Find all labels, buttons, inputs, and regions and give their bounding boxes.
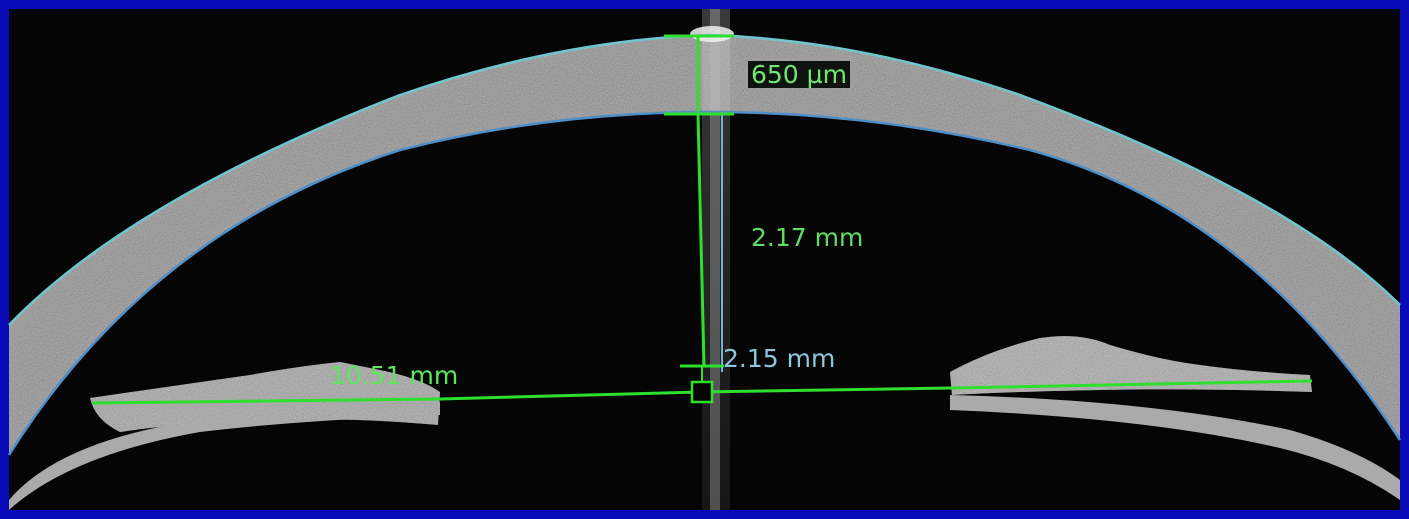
angle-to-angle-label: 10.51 mm — [330, 361, 459, 390]
central-beam-artifact — [702, 9, 730, 510]
chamber-depth-label: 2.17 mm — [751, 223, 864, 252]
center-marker — [690, 380, 714, 404]
posterior-cornea-outline — [7, 110, 1402, 456]
central-thickness-label: 650 µm — [748, 61, 850, 88]
lens-vault-label: 2.15 mm — [723, 344, 836, 373]
